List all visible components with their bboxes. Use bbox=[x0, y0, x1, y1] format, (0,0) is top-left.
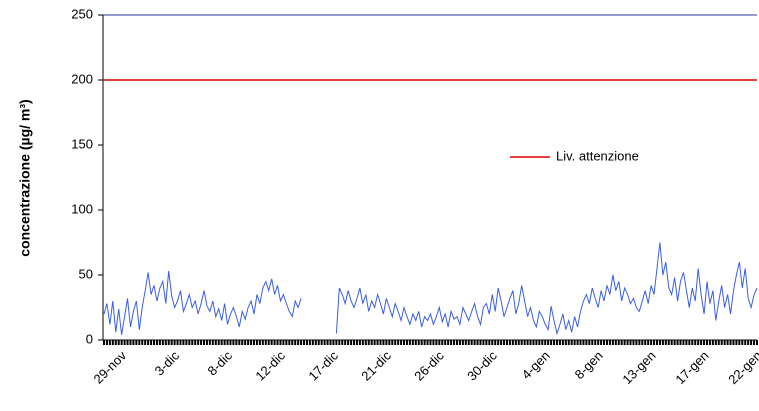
y-tick-label: 50 bbox=[79, 266, 93, 281]
x-tick-label: 12-dic bbox=[252, 348, 288, 384]
y-axis-label: concentrazione (µg/ m³) bbox=[17, 99, 33, 256]
x-tick-label: 3-dic bbox=[152, 348, 183, 379]
legend-label: Liv. attenzione bbox=[556, 148, 639, 163]
x-tick-label: 8-dic bbox=[205, 348, 236, 379]
y-tick-label: 250 bbox=[71, 6, 93, 21]
x-tick-label: 29-nov bbox=[90, 348, 129, 387]
x-tick-label: 4-gen bbox=[519, 348, 553, 382]
x-tick-label: 17-gen bbox=[672, 348, 711, 387]
x-tick-label: 13-gen bbox=[619, 348, 658, 387]
x-tick-label: 17-dic bbox=[305, 348, 341, 384]
x-tick-label: 26-dic bbox=[411, 348, 447, 384]
x-tick-label: 8-gen bbox=[572, 348, 606, 382]
y-tick-label: 150 bbox=[71, 136, 93, 151]
x-tick-label: 30-dic bbox=[464, 348, 500, 384]
y-tick-label: 0 bbox=[86, 331, 93, 346]
x-tick-label: 22-gen bbox=[725, 348, 759, 387]
y-tick-label: 100 bbox=[71, 201, 93, 216]
x-tick-label: 21-dic bbox=[358, 348, 394, 384]
y-tick-label: 200 bbox=[71, 71, 93, 86]
data-line bbox=[103, 242, 758, 336]
